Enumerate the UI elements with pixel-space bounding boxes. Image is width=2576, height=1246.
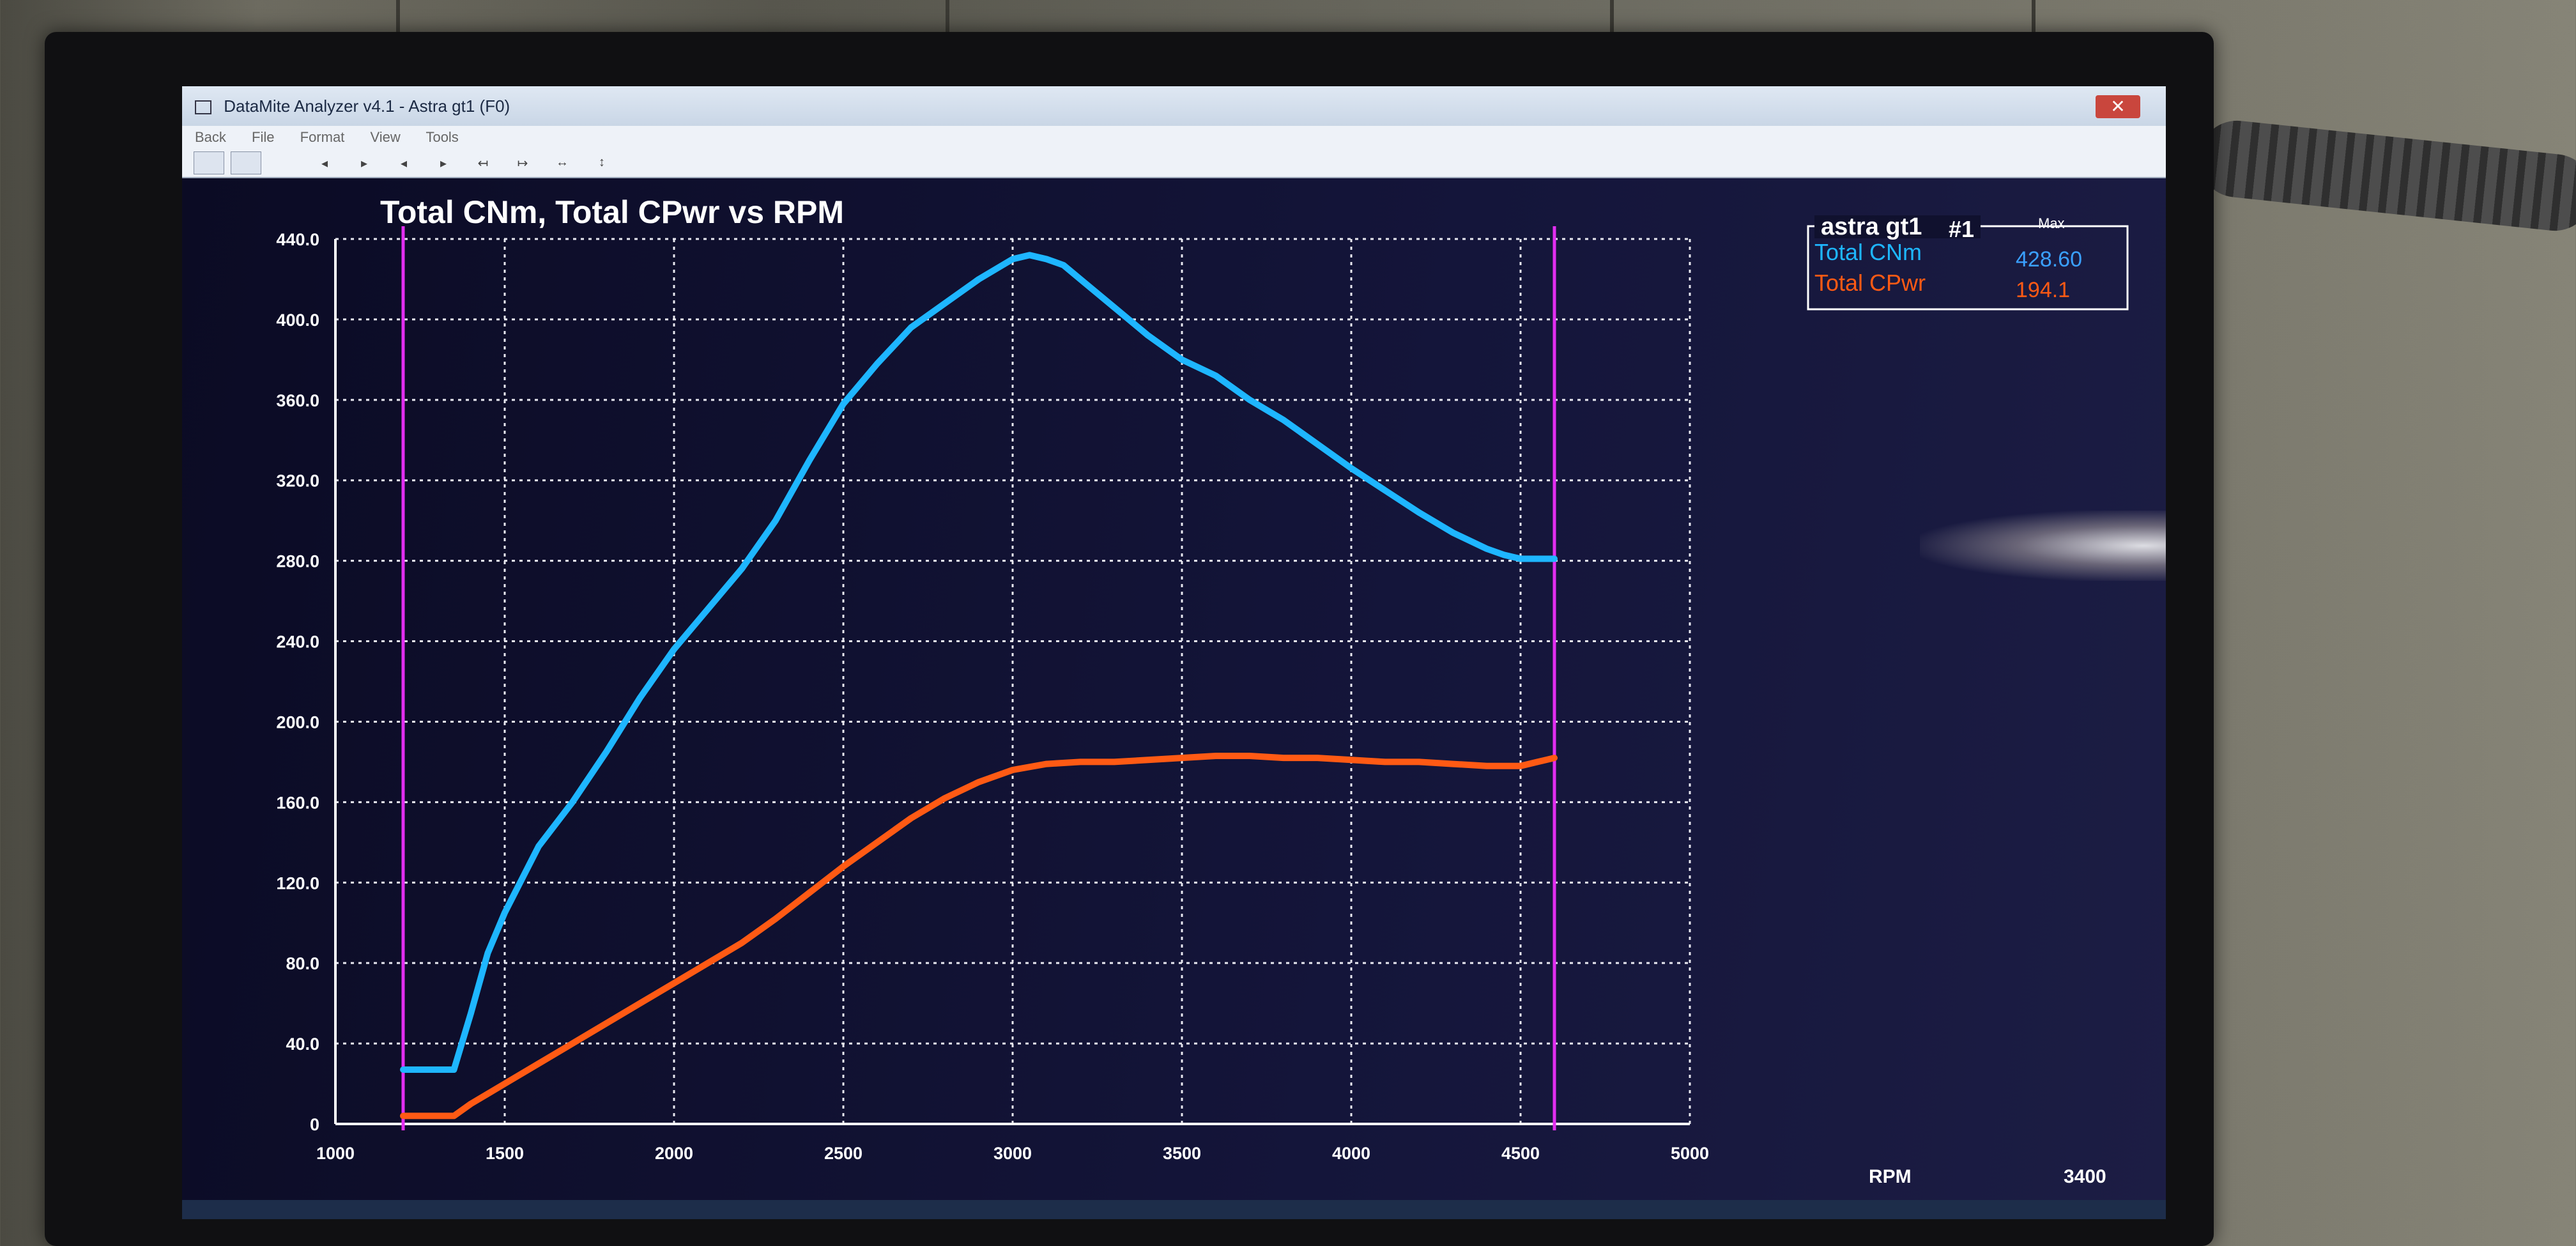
plot-area: Total CNm, Total CPwr vs RPM 0 40.0 80.0 12… bbox=[182, 178, 2166, 1219]
taskbar bbox=[182, 1200, 2166, 1219]
legend-label-cpwr: Total CPwr bbox=[1814, 270, 1926, 296]
cursor-lines[interactable] bbox=[401, 226, 1556, 1130]
x-axis-label: RPM bbox=[1869, 1166, 1912, 1187]
window-titlebar: DataMite Analyzer v4.1 - Astra gt1 (F0) bbox=[182, 86, 2166, 126]
save-button[interactable] bbox=[231, 151, 261, 174]
window-title: DataMite Analyzer v4.1 - Astra gt1 (F0) bbox=[224, 96, 510, 116]
x-tick-label: 2500 bbox=[824, 1144, 862, 1163]
legend-column-header: Max bbox=[2038, 215, 2065, 231]
corrugated-hose bbox=[2195, 116, 2576, 235]
x-tick-label: 1000 bbox=[316, 1144, 355, 1163]
legend-label-cnm: Total CNm bbox=[1814, 239, 1922, 265]
x-tick-label: 5000 bbox=[1671, 1144, 1709, 1163]
legend-value-cnm: 428.60 bbox=[2016, 247, 2082, 272]
chart-title: Total CNm, Total CPwr vs RPM bbox=[380, 194, 844, 230]
toolbar: ◂ ▸ ◂ ▸ ↤ ↦ ↔ ↕ bbox=[182, 149, 2166, 178]
y-tick-label: 200.0 bbox=[276, 712, 319, 732]
menu-bar: Back File Format View Tools bbox=[182, 126, 2166, 149]
x-tick-label: 3000 bbox=[993, 1144, 1032, 1163]
dyno-chart: Total CNm, Total CPwr vs RPM 0 40.0 80.0 12… bbox=[276, 194, 2129, 1187]
y-tick-label: 160.0 bbox=[276, 793, 319, 812]
y-tick-label: 440.0 bbox=[276, 230, 319, 249]
x-tick-label: 4500 bbox=[1501, 1144, 1540, 1163]
close-button[interactable]: ✕ bbox=[2096, 95, 2140, 118]
y-tick-label: 40.0 bbox=[286, 1034, 319, 1054]
legend-value-cpwr: 194.1 bbox=[2016, 278, 2070, 302]
chart-series bbox=[400, 252, 1558, 1119]
toolbar-spacer bbox=[268, 155, 302, 171]
cursor-left-icon[interactable]: ↤ bbox=[477, 157, 489, 171]
y-tick-label: 320.0 bbox=[276, 472, 319, 491]
y-tick-label: 360.0 bbox=[276, 391, 319, 410]
menu-item-file[interactable]: File bbox=[252, 129, 275, 145]
step-left-icon[interactable]: ◂ bbox=[400, 157, 408, 171]
zoom-in-icon[interactable]: ◂ bbox=[321, 157, 328, 171]
legend-box: astra gt1 #1 Max Total CNm 428.60 Total … bbox=[1807, 213, 2129, 311]
rpm-readout: 3400 bbox=[2064, 1166, 2106, 1187]
print-button[interactable] bbox=[194, 151, 224, 174]
y-tick-label: 280.0 bbox=[276, 552, 319, 571]
cursor-right-icon[interactable]: ↦ bbox=[517, 157, 528, 171]
legend-run-number: #1 bbox=[1949, 216, 1974, 242]
vertical-icon[interactable]: ↕ bbox=[599, 155, 605, 169]
y-tick-label: 0 bbox=[310, 1115, 319, 1134]
chart-grid bbox=[334, 238, 1691, 1125]
y-tick-label: 120.0 bbox=[276, 873, 319, 893]
x-tick-label: 1500 bbox=[486, 1144, 524, 1163]
expand-icon[interactable]: ↔ bbox=[556, 155, 569, 169]
zoom-out-icon[interactable]: ▸ bbox=[360, 157, 368, 171]
app-window-icon bbox=[195, 100, 211, 115]
x-tick-label: 3500 bbox=[1163, 1144, 1201, 1163]
monitor-screen: DataMite Analyzer v4.1 - Astra gt1 (F0) … bbox=[182, 86, 2166, 1219]
screen-glare bbox=[1920, 511, 2166, 581]
step-right-icon[interactable]: ▸ bbox=[440, 157, 447, 171]
menu-item-back[interactable]: Back bbox=[195, 129, 226, 145]
series-line-total-cpwr bbox=[400, 753, 1558, 1119]
y-tick-label: 400.0 bbox=[276, 311, 319, 330]
x-tick-label: 2000 bbox=[655, 1144, 693, 1163]
menu-item-tools[interactable]: Tools bbox=[425, 129, 459, 145]
menu-item-view[interactable]: View bbox=[370, 129, 401, 145]
series-line-total-cnm bbox=[400, 252, 1558, 1073]
x-tick-label: 4000 bbox=[1332, 1144, 1370, 1163]
menu-item-format[interactable]: Format bbox=[300, 129, 345, 145]
y-tick-label: 240.0 bbox=[276, 633, 319, 652]
legend-run-name: astra gt1 bbox=[1821, 213, 1922, 240]
axis-ticks: 0 40.0 80.0 120.0 160.0 200.0 240.0 280.0 320.0 3… bbox=[276, 230, 1709, 1163]
y-tick-label: 80.0 bbox=[286, 954, 319, 973]
